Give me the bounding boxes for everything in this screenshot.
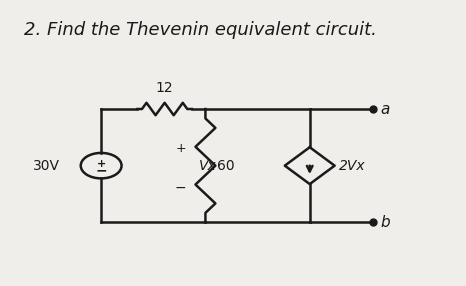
Text: +: +	[175, 142, 186, 155]
Text: −: −	[175, 181, 186, 195]
Text: 30V: 30V	[34, 159, 60, 173]
Text: 2Vx: 2Vx	[339, 159, 366, 173]
Text: 60: 60	[217, 159, 234, 173]
Text: 12: 12	[156, 81, 173, 95]
Text: Vx: Vx	[199, 159, 216, 173]
Text: +: +	[96, 159, 106, 169]
Text: b: b	[380, 215, 390, 230]
Text: a: a	[380, 102, 390, 116]
Text: −: −	[96, 163, 107, 177]
Text: 2. Find the Thevenin equivalent circuit.: 2. Find the Thevenin equivalent circuit.	[24, 21, 377, 39]
